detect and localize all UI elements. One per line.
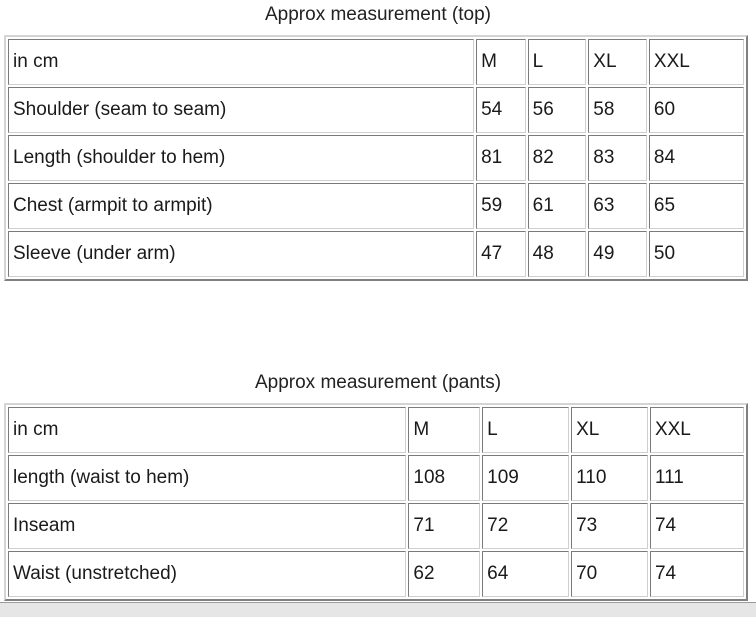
page-bottom-strip xyxy=(0,602,756,617)
unit-header-cell: in cm xyxy=(8,407,407,453)
row-value-xl: 110 xyxy=(571,455,648,501)
row-label: Chest (armpit to armpit) xyxy=(8,183,475,229)
row-value-l: 72 xyxy=(482,503,570,549)
row-label: Sleeve (under arm) xyxy=(8,231,475,277)
table-row: Inseam 71 72 73 74 xyxy=(8,503,744,549)
size-header-l: L xyxy=(527,39,587,85)
row-value-l: 61 xyxy=(527,183,587,229)
row-value-xl: 58 xyxy=(588,87,647,133)
table-row: Chest (armpit to armpit) 59 61 63 65 xyxy=(8,183,744,229)
table-title-top: Approx measurement (top) xyxy=(265,4,491,25)
size-header-xl: XL xyxy=(571,407,648,453)
row-value-m: 62 xyxy=(408,551,481,597)
size-header-xxl: XXL xyxy=(649,407,744,453)
row-value-xxl: 111 xyxy=(649,455,744,501)
row-value-l: 82 xyxy=(527,135,587,181)
table-title-pants: Approx measurement (pants) xyxy=(254,372,502,393)
row-value-xxl: 84 xyxy=(648,135,744,181)
row-value-xxl: 65 xyxy=(648,183,744,229)
size-header-m: M xyxy=(408,407,481,453)
measurement-table-pants: in cm M L XL XXL length (waist to hem) 1… xyxy=(4,403,748,601)
measurement-block-pants: Approx measurement (pants) in cm M L XL … xyxy=(0,372,756,601)
row-label: Waist (unstretched) xyxy=(8,551,407,597)
table-header-row: in cm M L XL XXL xyxy=(8,39,744,85)
row-value-l: 109 xyxy=(482,455,570,501)
table-row: Length (shoulder to hem) 81 82 83 84 xyxy=(8,135,744,181)
row-value-m: 47 xyxy=(476,231,526,277)
row-value-m: 81 xyxy=(476,135,526,181)
table-row: Shoulder (seam to seam) 54 56 58 60 xyxy=(8,87,744,133)
row-value-xxl: 74 xyxy=(649,503,744,549)
row-label: Shoulder (seam to seam) xyxy=(8,87,475,133)
row-value-xl: 49 xyxy=(588,231,647,277)
row-value-xl: 70 xyxy=(571,551,648,597)
row-value-xxl: 50 xyxy=(648,231,744,277)
row-value-m: 71 xyxy=(408,503,481,549)
row-label: Inseam xyxy=(8,503,407,549)
measurement-table-top: in cm M L XL XXL Shoulder (seam to seam)… xyxy=(4,35,748,281)
row-value-xl: 73 xyxy=(571,503,648,549)
row-value-l: 56 xyxy=(527,87,587,133)
table-row: length (waist to hem) 108 109 110 111 xyxy=(8,455,744,501)
row-value-l: 64 xyxy=(482,551,570,597)
row-value-xxl: 60 xyxy=(648,87,744,133)
size-header-xl: XL xyxy=(588,39,647,85)
row-value-xxl: 74 xyxy=(649,551,744,597)
table-row: Waist (unstretched) 62 64 70 74 xyxy=(8,551,744,597)
row-value-l: 48 xyxy=(527,231,587,277)
row-label: Length (shoulder to hem) xyxy=(8,135,475,181)
row-value-m: 108 xyxy=(408,455,481,501)
size-header-xxl: XXL xyxy=(648,39,744,85)
size-header-l: L xyxy=(482,407,570,453)
row-value-m: 59 xyxy=(476,183,526,229)
table-header-row: in cm M L XL XXL xyxy=(8,407,744,453)
measurement-block-top: Approx measurement (top) in cm M L XL XX… xyxy=(0,4,756,281)
row-label: length (waist to hem) xyxy=(8,455,407,501)
table-row: Sleeve (under arm) 47 48 49 50 xyxy=(8,231,744,277)
size-header-m: M xyxy=(476,39,526,85)
row-value-xl: 83 xyxy=(588,135,647,181)
row-value-m: 54 xyxy=(476,87,526,133)
row-value-xl: 63 xyxy=(588,183,647,229)
unit-header-cell: in cm xyxy=(8,39,475,85)
